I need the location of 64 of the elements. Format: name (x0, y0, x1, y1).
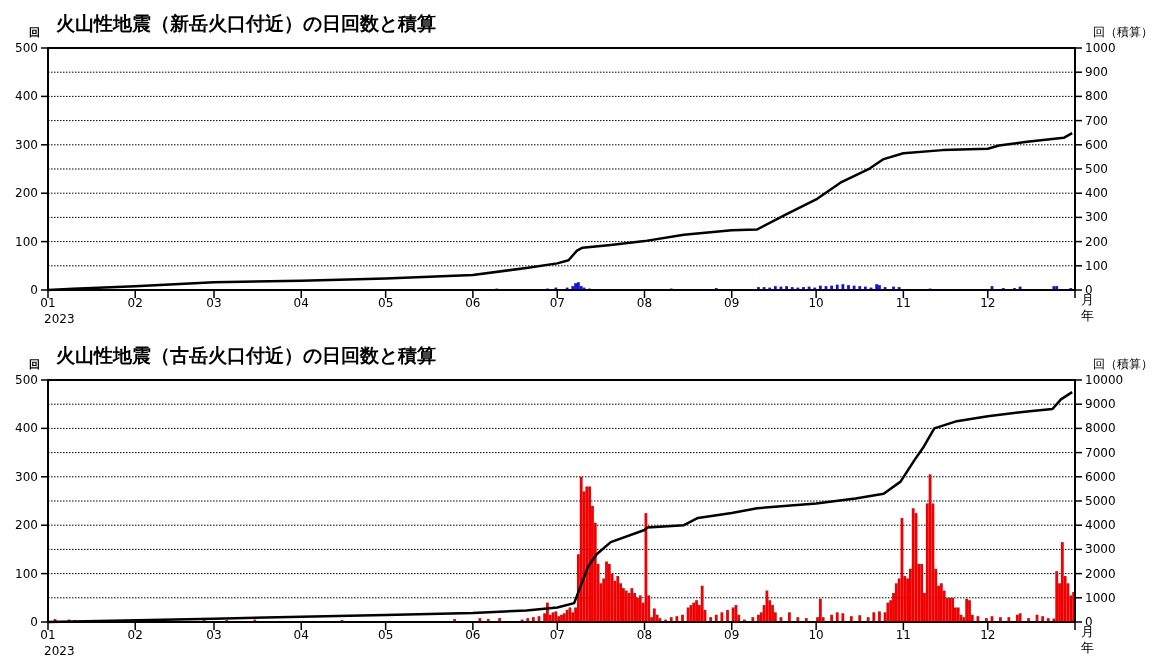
y2-tick-label: 700 (1085, 113, 1108, 128)
y2-tick-label: 300 (1085, 210, 1108, 225)
x-tick-label: 01 (40, 628, 56, 642)
y-axis-title: 回 (28, 358, 40, 371)
y2-tick-label: 1000 (1085, 590, 1116, 605)
x-tick-label: 03 (206, 296, 222, 310)
y-tick-label: 200 (15, 186, 38, 201)
y2-axis-title: 回（積算） (1093, 25, 1153, 39)
y-tick-label: 400 (15, 89, 38, 104)
x-tick-label: 08 (636, 628, 653, 642)
y2-tick-label: 800 (1085, 89, 1108, 104)
chart-title: 火山性地震（古岳火口付近）の日回数と積算 (56, 344, 436, 366)
x-tick-label: 06 (465, 296, 481, 310)
x-tick-label: 01 (40, 296, 56, 310)
x-tick-label: 11 (895, 296, 912, 310)
x-tick-label: 05 (378, 628, 394, 642)
y2-tick-label: 500 (1085, 162, 1108, 176)
x-tick-label: 12 (980, 296, 996, 310)
chart-title: 火山性地震（新岳火口付近）の日回数と積算 (56, 12, 436, 34)
x-tick-label: 04 (293, 296, 309, 310)
y2-tick-label: 6000 (1085, 469, 1116, 484)
x-tick-label: 07 (549, 296, 565, 310)
x-tick-label: 11 (895, 628, 912, 642)
y2-tick-label: 400 (1085, 186, 1108, 201)
x-tick-label: 09 (724, 628, 740, 642)
y2-tick-label: 2000 (1085, 566, 1116, 581)
y-tick-label: 100 (15, 566, 38, 581)
y2-tick-label: 10000 (1085, 373, 1124, 387)
y2-tick-label: 8000 (1085, 421, 1116, 436)
y-axis-title: 回 (28, 26, 40, 39)
y2-tick-label: 1000 (1085, 41, 1116, 55)
text: 2023 (44, 644, 75, 658)
x-tick-label: 05 (378, 296, 394, 310)
x-tick-label: 10 (808, 296, 824, 310)
y-tick-label: 200 (15, 518, 38, 533)
text: 2023 (44, 312, 75, 326)
y-tick-label: 0 (30, 615, 38, 629)
x-tick-label: 02 (127, 296, 143, 310)
y2-tick-label: 4000 (1085, 518, 1116, 533)
y2-tick-label: 200 (1085, 234, 1108, 249)
y-tick-label: 0 (30, 283, 38, 297)
y-tick-label: 500 (15, 373, 38, 387)
x-tick-label: 12 (980, 628, 996, 642)
x-tick-label: 06 (465, 628, 481, 642)
y2-tick-label: 900 (1085, 65, 1108, 80)
x-tick-label: 04 (293, 628, 309, 642)
y2-tick-label: 5000 (1085, 494, 1116, 508)
x-tick-label: 10 (808, 628, 824, 642)
x-tick-label: 02 (127, 628, 143, 642)
y-tick-label: 500 (15, 41, 38, 55)
y2-tick-label: 600 (1085, 137, 1108, 152)
y2-tick-label: 100 (1085, 258, 1108, 273)
y-tick-label: 100 (15, 234, 38, 249)
y2-axis-title: 回（積算） (1093, 357, 1153, 371)
y2-tick-label: 3000 (1085, 542, 1116, 557)
x-tick-label: 08 (636, 296, 653, 310)
x-tick-label: 07 (549, 628, 565, 642)
x-tick-label: 03 (206, 628, 222, 642)
y-tick-label: 400 (15, 421, 38, 436)
y-tick-label: 300 (15, 469, 38, 484)
x-tick-label: 09 (724, 296, 740, 310)
y-tick-label: 300 (15, 137, 38, 152)
y2-tick-label: 7000 (1085, 445, 1116, 460)
y2-tick-label: 9000 (1085, 397, 1116, 412)
